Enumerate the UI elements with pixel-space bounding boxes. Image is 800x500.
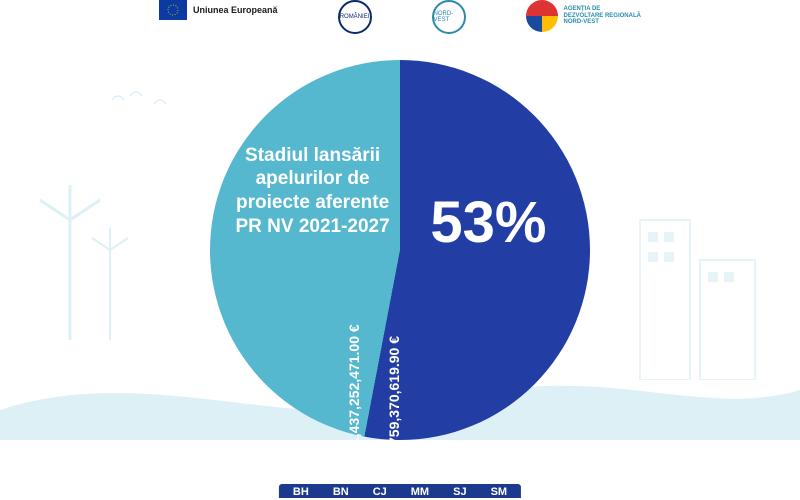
nordvest-seal-icon: NORD-VEST xyxy=(432,0,466,34)
adr-line1: AGENȚIA DE xyxy=(564,6,641,13)
city-deco xyxy=(630,180,780,380)
adr-line2: DEZVOLTARE REGIONALĂ xyxy=(564,13,641,20)
eu-label: Uniunea Europeană xyxy=(193,6,278,15)
county-code: MM xyxy=(411,486,429,498)
adr-swirl-icon xyxy=(526,0,558,32)
eu-logo: Uniunea Europeană xyxy=(159,0,278,20)
county-code: CJ xyxy=(373,486,387,498)
eu-flag-icon xyxy=(159,0,187,20)
adr-label: AGENȚIA DE DEZVOLTARE REGIONALĂ NORD-VES… xyxy=(564,6,641,26)
county-code: BH xyxy=(293,486,309,498)
windturbine-deco xyxy=(30,180,130,340)
percent-display: 53% xyxy=(430,189,546,256)
county-code: BN xyxy=(333,486,349,498)
county-code: SM xyxy=(491,486,508,498)
chart-title: Stadiul lansării apelurilor de proiecte … xyxy=(233,144,393,239)
launched-value-label: 759,370,619.90 € xyxy=(386,336,402,445)
county-footer: BH BN CJ MM SJ SM xyxy=(279,484,521,498)
birds-deco xyxy=(110,90,190,120)
adr-line3: NORD-VEST xyxy=(564,19,641,26)
nv-seal-label: NORD-VEST xyxy=(434,11,464,23)
total-value-label: 1,437,252,471.00 € xyxy=(346,324,362,445)
pie-chart: Stadiul lansării apelurilor de proiecte … xyxy=(210,60,590,440)
header-logo-row: Uniunea Europeană ROMÂNIEI NORD-VEST AGE… xyxy=(0,0,800,40)
county-code: SJ xyxy=(453,486,466,498)
adr-logo: AGENȚIA DE DEZVOLTARE REGIONALĂ NORD-VES… xyxy=(526,0,641,32)
romania-seal-icon: ROMÂNIEI xyxy=(338,0,372,34)
